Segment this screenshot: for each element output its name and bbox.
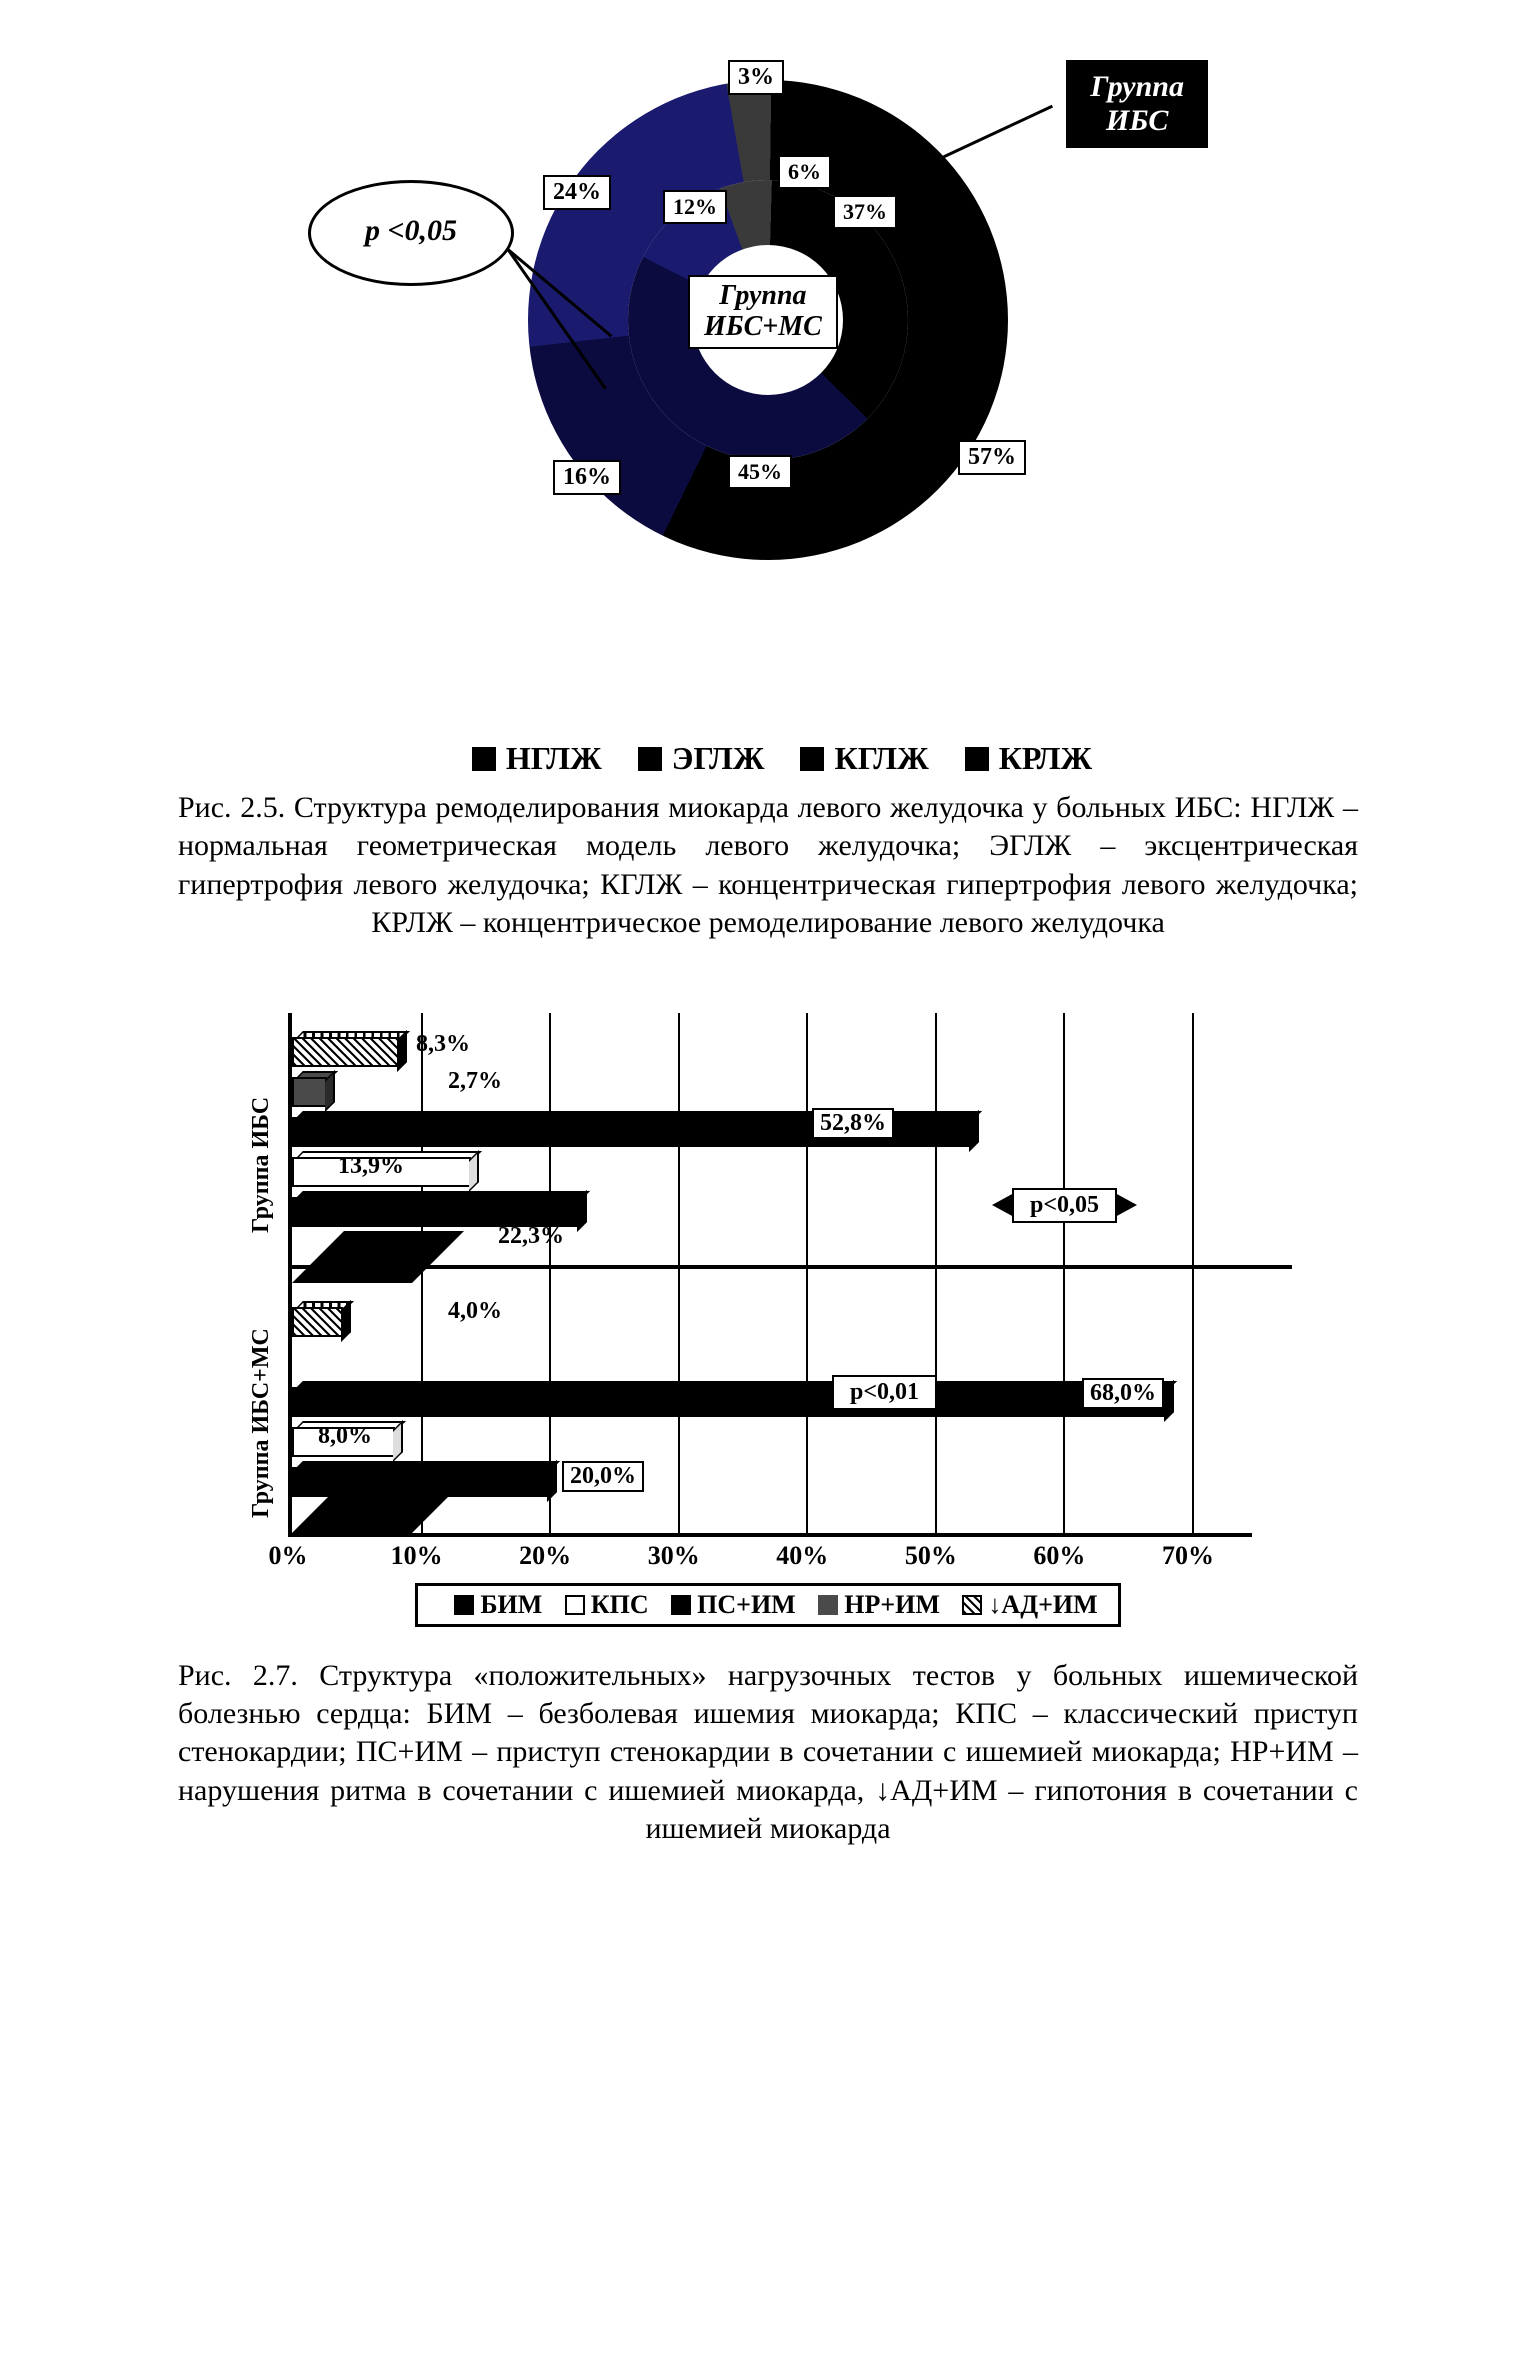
fig2-legend: БИМ КПС ПС+ИМ НР+ИМ ↓АД+ИМ xyxy=(415,1583,1121,1627)
fig2-plot-area: Группа ИБС Группа ИБС+МС 8,3% 2,7% xyxy=(288,1013,1252,1537)
legend2-0: БИМ xyxy=(480,1590,542,1619)
inner-label-krlzh: 45% xyxy=(728,455,792,489)
outer-donut-title: Группа ИБС xyxy=(1066,60,1208,148)
inner-title-l1: Группа xyxy=(719,280,806,311)
legend-label-0: НГЛЖ xyxy=(506,740,602,776)
legend2-swatch-adim xyxy=(962,1595,982,1615)
bar-ibs-psim-val: 52,8% xyxy=(812,1108,894,1139)
bar-ibs-nrim-val: 2,7% xyxy=(442,1068,508,1095)
legend-swatch-eglzh xyxy=(638,747,662,771)
outer-title-l1: Группа xyxy=(1090,70,1184,103)
group-label-ibs-ms: Группа ИБС+МС xyxy=(248,1328,275,1518)
inner-title-l2: ИБС+МС xyxy=(704,311,822,342)
bar-ms-adim xyxy=(292,1301,343,1337)
legend2-1: КПС xyxy=(591,1590,649,1619)
legend2-swatch-bim xyxy=(454,1595,474,1615)
tick-40: 40% xyxy=(776,1541,828,1571)
bar-ms-bim-val: 20,0% xyxy=(562,1461,644,1492)
inner-label-eglzh: 6% xyxy=(778,155,831,189)
outer-label-eglzh: 3% xyxy=(728,60,784,95)
bar-ibs-kps-val: 13,9% xyxy=(332,1153,410,1180)
outer-label-kglzh: 57% xyxy=(958,440,1026,475)
tick-70: 70% xyxy=(1162,1541,1214,1571)
bar-ms-adim-val: 4,0% xyxy=(442,1298,508,1325)
bar-ibs-bim xyxy=(292,1191,579,1227)
tick-50: 50% xyxy=(905,1541,957,1571)
figure-stress-tests-bars: Группа ИБС Группа ИБС+МС 8,3% 2,7% xyxy=(288,1013,1248,1627)
bar-ms-kps-val: 8,0% xyxy=(312,1423,378,1450)
legend-label-2: КГЛЖ xyxy=(834,740,928,776)
legend2-2: ПС+ИМ xyxy=(697,1590,796,1619)
legend-swatch-kglzh xyxy=(800,747,824,771)
tick-60: 60% xyxy=(1033,1541,1085,1571)
legend2-4: ↓АД+ИМ xyxy=(988,1590,1097,1619)
bar-ibs-adim-val: 8,3% xyxy=(410,1031,476,1058)
bar-ms-psim xyxy=(292,1381,1166,1417)
fig2-caption: Рис. 2.7. Структура «положительных» нагр… xyxy=(178,1657,1358,1849)
sig-p001: p<0,01 xyxy=(832,1375,937,1410)
fig1-legend: НГЛЖ ЭГЛЖ КГЛЖ КРЛЖ xyxy=(178,740,1358,777)
inner-label-nglzh: 12% xyxy=(663,190,727,224)
legend2-swatch-kps xyxy=(565,1595,585,1615)
outer-label-nglzh: 24% xyxy=(543,175,611,210)
outer-label-krlzh: 16% xyxy=(553,460,621,495)
group-label-ibs: Группа ИБС xyxy=(248,1096,275,1232)
legend2-swatch-psim xyxy=(671,1595,691,1615)
inner-label-kglzh: 37% xyxy=(833,195,897,229)
outer-title-l2: ИБС xyxy=(1106,104,1168,137)
sig-p005: p<0,05 xyxy=(1012,1188,1117,1223)
legend-swatch-nglzh xyxy=(472,747,496,771)
bar-ms-psim-val: 68,0% xyxy=(1082,1378,1164,1409)
tick-30: 30% xyxy=(648,1541,700,1571)
tick-0: 0% xyxy=(269,1541,308,1571)
legend-swatch-krlzh xyxy=(965,747,989,771)
legend2-3: НР+ИМ xyxy=(844,1590,940,1619)
bar-ibs-adim xyxy=(292,1031,399,1067)
bar-ms-bim xyxy=(292,1461,549,1497)
bar-ibs-nrim xyxy=(292,1071,327,1107)
p-value-text: p <0,05 xyxy=(365,214,457,247)
bar-ibs-bim-val: 22,3% xyxy=(492,1223,570,1250)
fig1-caption: Рис. 2.5. Структура ремоделирования миок… xyxy=(178,789,1358,943)
legend-label-3: КРЛЖ xyxy=(999,740,1092,776)
legend2-swatch-nrim xyxy=(818,1595,838,1615)
p-value-callout: p <0,05 xyxy=(308,180,514,286)
legend-label-1: ЭГЛЖ xyxy=(672,740,765,776)
inner-donut-title: Группа ИБС+МС xyxy=(688,275,838,349)
figure-remodeling-donut: Группа ИБС+МС Группа ИБС p <0,05 3% 24% … xyxy=(358,60,1178,700)
fig2-x-axis: 0% 10% 20% 30% 40% 50% 60% 70% xyxy=(288,1537,1248,1577)
tick-10: 10% xyxy=(391,1541,443,1571)
tick-20: 20% xyxy=(519,1541,571,1571)
